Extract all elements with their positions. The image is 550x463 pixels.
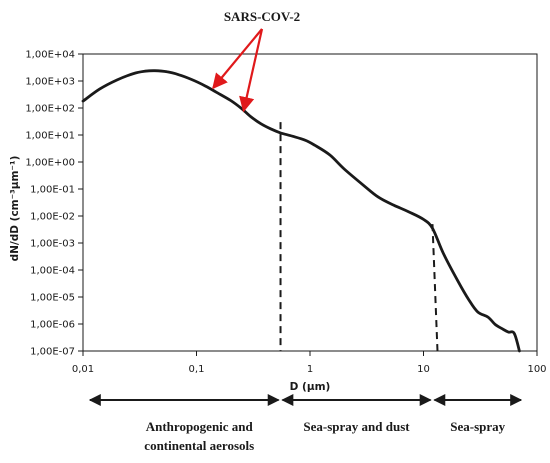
size-boundary-dashed-line bbox=[431, 224, 439, 352]
size-region-label: continental aerosols bbox=[144, 438, 254, 453]
sars-cov-2-label: SARS-COV-2 bbox=[224, 9, 300, 24]
y-tick-label: 1,00E-04 bbox=[30, 266, 75, 277]
y-tick-label: 1,00E-06 bbox=[30, 320, 75, 331]
size-region-label: Anthropogenic and bbox=[146, 419, 254, 434]
y-tick-label: 1,00E-02 bbox=[30, 212, 75, 223]
size-distribution-curve bbox=[81, 69, 521, 353]
plot-frame bbox=[82, 53, 538, 352]
y-tick-label: 1,00E+04 bbox=[25, 50, 75, 61]
y-axis-label: dN/dD (cm⁻³µm⁻¹) bbox=[9, 156, 21, 262]
sars-cov-2-arrow bbox=[239, 28, 264, 113]
x-tick-label: 1 bbox=[307, 364, 313, 375]
sars-cov-2-arrow bbox=[212, 28, 263, 90]
x-tick-label: 0,1 bbox=[189, 364, 205, 375]
y-tick-label: 1,00E+00 bbox=[25, 158, 75, 169]
x-axis-label: D (µm) bbox=[290, 381, 331, 393]
x-tick-label: 100 bbox=[527, 364, 546, 375]
y-tick-label: 1,00E-07 bbox=[30, 347, 75, 358]
y-tick-label: 1,00E-03 bbox=[30, 239, 75, 250]
size-region-label: Sea-spray and dust bbox=[303, 419, 410, 434]
y-tick-label: 1,00E+03 bbox=[25, 77, 75, 88]
x-tick-label: 0,01 bbox=[72, 364, 94, 375]
x-tick-label: 10 bbox=[417, 364, 430, 375]
y-tick-label: 1,00E-05 bbox=[30, 293, 75, 304]
y-tick-label: 1,00E+01 bbox=[25, 131, 75, 142]
y-tick-label: 1,00E+02 bbox=[25, 104, 75, 115]
size-region-label: Sea-spray bbox=[450, 419, 505, 434]
y-tick-label: 1,00E-01 bbox=[30, 185, 75, 196]
